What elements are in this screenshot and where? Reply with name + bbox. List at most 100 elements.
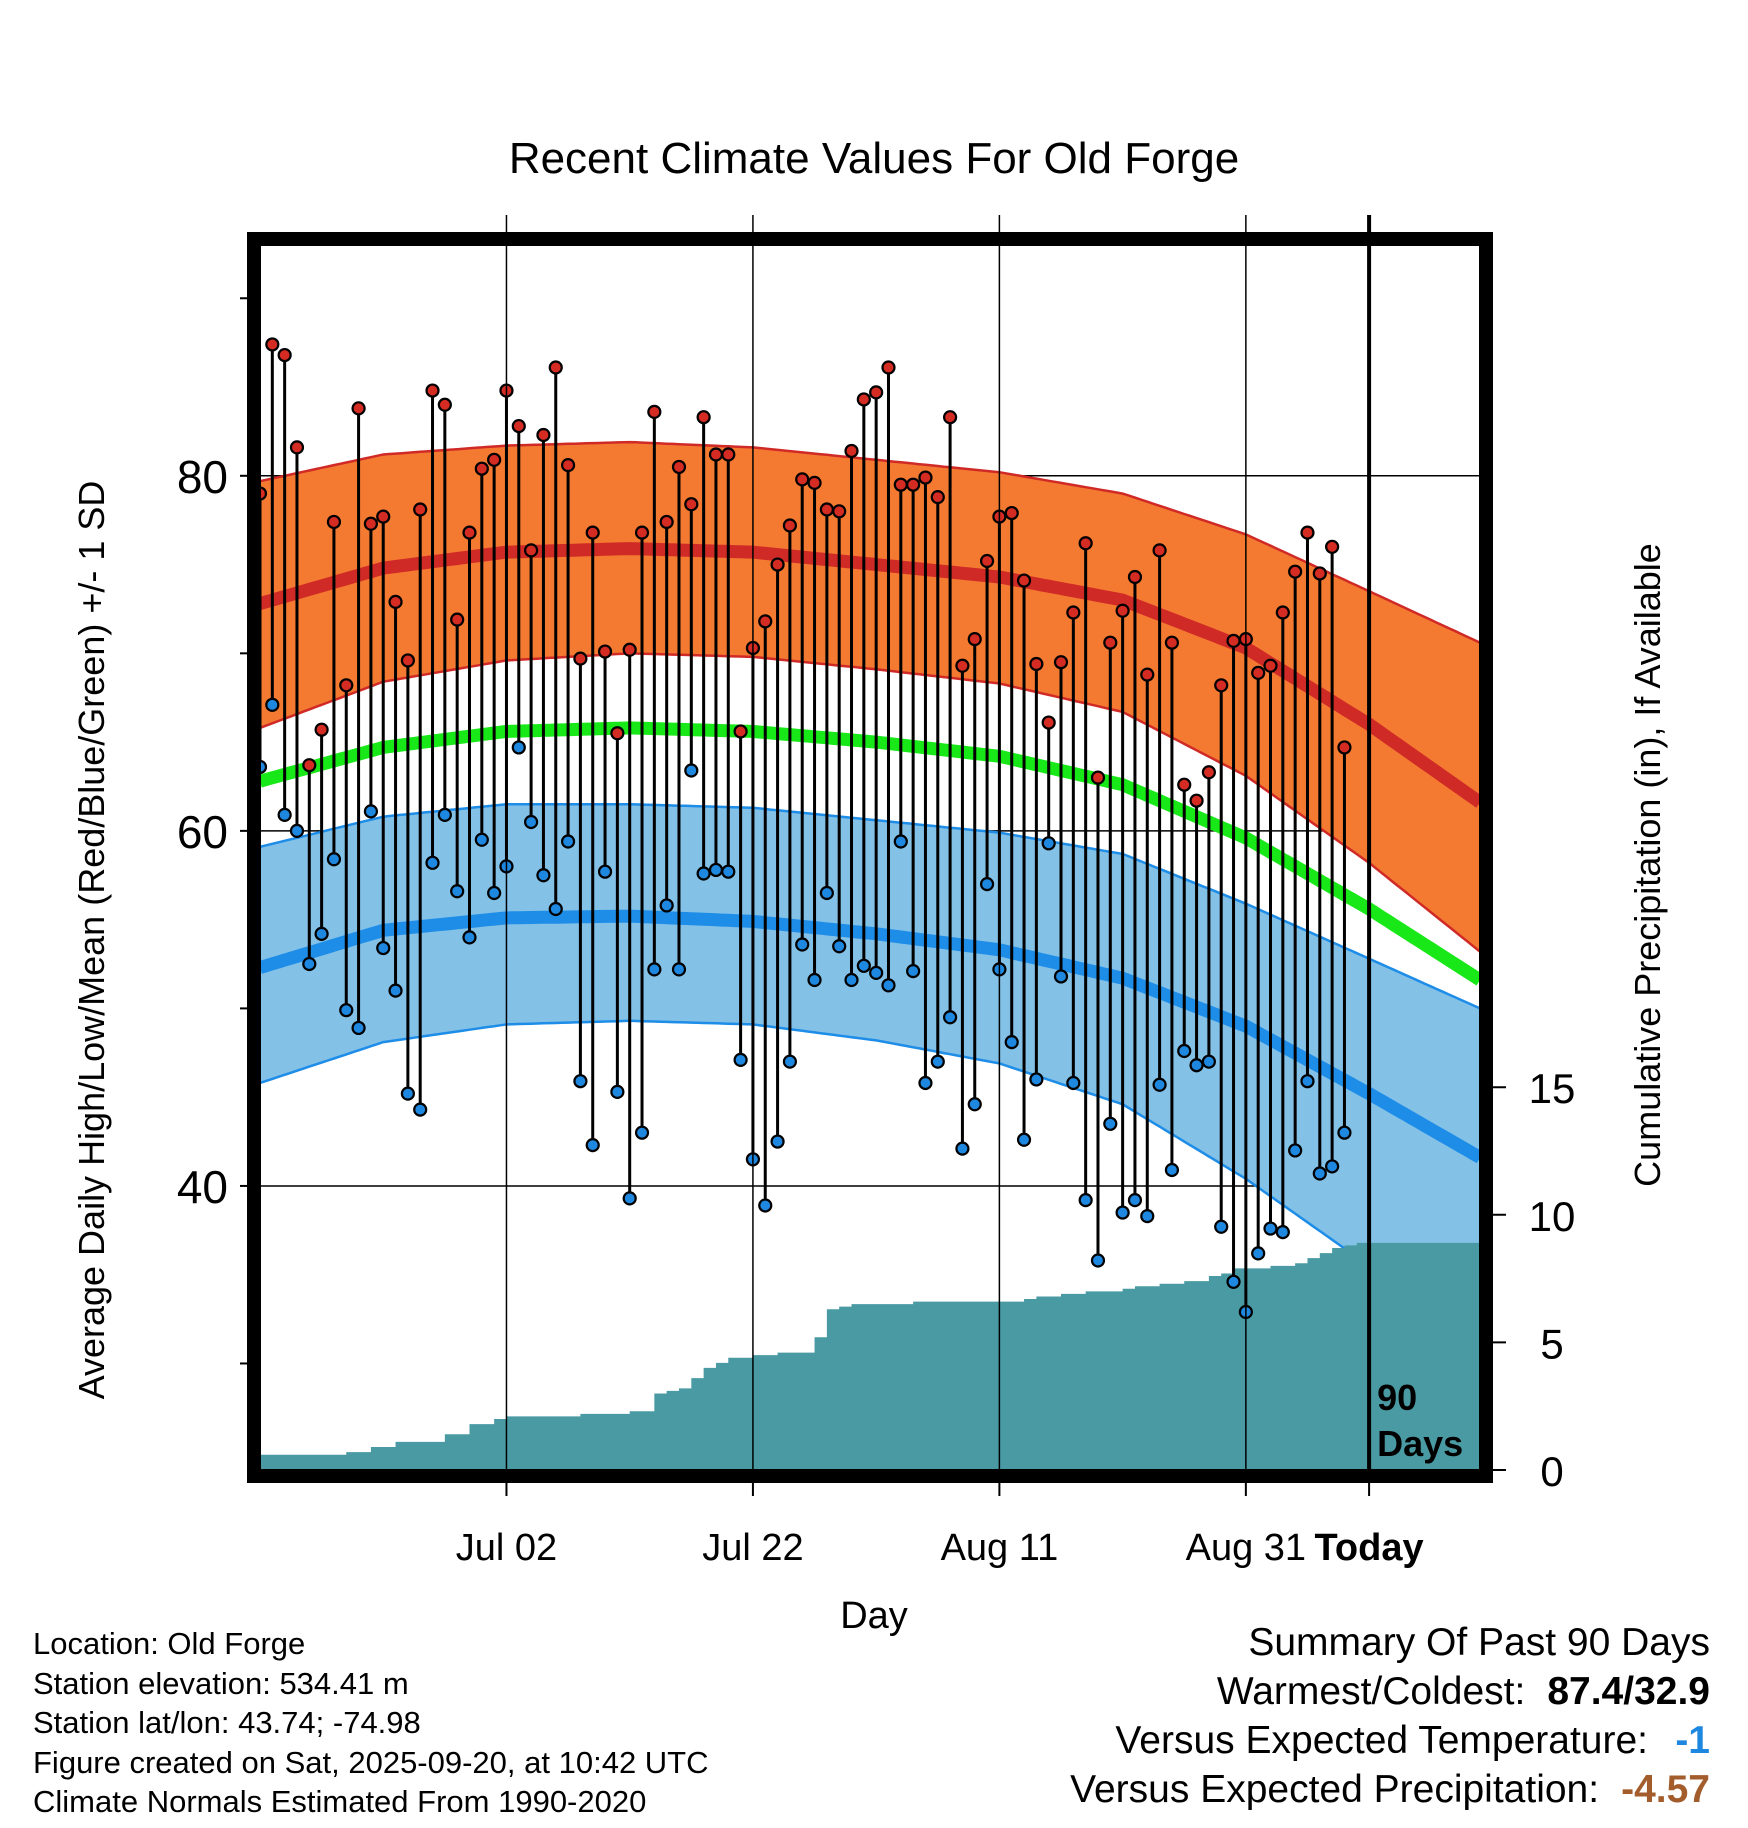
- daily-low-point: [289, 823, 305, 838]
- daily-high-point: [770, 557, 785, 572]
- created-text: Figure created on Sat, 2025-09-20, at 10…: [33, 1744, 709, 1780]
- daily-low-point: [733, 1052, 748, 1067]
- daily-low-point: [1053, 969, 1069, 984]
- daily-high-point: [967, 632, 982, 647]
- daily-high-point: [1251, 665, 1266, 680]
- daily-low-point: [1004, 1035, 1019, 1050]
- daily-high-point: [462, 525, 477, 540]
- daily-high-point: [1016, 573, 1032, 588]
- daily-low-point: [869, 965, 884, 980]
- daily-low-point: [1337, 1125, 1352, 1140]
- daily-high-point: [1041, 715, 1056, 730]
- daily-high-point: [1337, 740, 1352, 755]
- daily-high-point: [1189, 793, 1204, 808]
- daily-low-point: [721, 864, 736, 879]
- temp-label: Versus Expected Temperature:: [1115, 1719, 1648, 1762]
- daily-high-point: [1053, 655, 1069, 670]
- y-axis-label: Average Daily High/Low/Mean (Red/Blue/Gr…: [71, 481, 112, 1400]
- daily-low-point: [1066, 1075, 1081, 1091]
- daily-low-point: [856, 958, 871, 973]
- daily-high-point: [437, 397, 452, 412]
- daily-high-point: [400, 653, 415, 668]
- daily-high-point: [955, 658, 970, 673]
- daily-low-point: [1251, 1246, 1266, 1261]
- daily-low-point: [1300, 1074, 1315, 1089]
- y2-axis-label: Cumulative Precipitation (in), If Availa…: [1627, 543, 1668, 1187]
- warmest-value: 87.4/32.9: [1547, 1670, 1710, 1713]
- daily-high-point: [573, 651, 588, 666]
- daily-high-point: [388, 594, 403, 609]
- daily-high-point: [795, 472, 810, 487]
- daily-low-point: [536, 868, 551, 883]
- daily-high-point: [260, 486, 268, 501]
- precip-area: [260, 1242, 1480, 1470]
- x-tick-label: Aug 11: [941, 1527, 1059, 1569]
- daily-low-point: [955, 1141, 970, 1156]
- daily-high-point: [758, 614, 773, 629]
- daily-low-point: [474, 832, 489, 847]
- plot-content: [260, 337, 1480, 1470]
- daily-high-point: [856, 392, 871, 407]
- daily-high-point: [1078, 536, 1093, 551]
- daily-low-point: [413, 1102, 428, 1117]
- daily-high-point: [782, 518, 797, 533]
- daily-low-point: [277, 807, 292, 822]
- daily-low-point: [1140, 1209, 1155, 1224]
- daily-high-point: [548, 360, 563, 375]
- daily-low-point: [351, 1020, 366, 1036]
- daily-low-point: [832, 939, 847, 954]
- daily-high-point: [1300, 525, 1315, 540]
- daily-high-point: [807, 475, 822, 490]
- daily-high-point: [893, 477, 908, 492]
- today-days-number: 90: [1377, 1377, 1417, 1418]
- daily-high-point: [869, 385, 884, 400]
- daily-low-point: [671, 962, 687, 977]
- daily-high-point: [1288, 564, 1303, 579]
- daily-low-point: [1041, 836, 1056, 851]
- daily-high-point: [918, 470, 933, 485]
- daily-low-point: [1201, 1054, 1216, 1069]
- daily-low-point: [376, 940, 391, 956]
- daily-low-point: [659, 898, 674, 913]
- daily-high-point: [474, 461, 489, 476]
- precip-label: Versus Expected Precipitation:: [1070, 1768, 1600, 1811]
- daily-low-point: [400, 1086, 415, 1101]
- daily-high-point: [943, 410, 958, 425]
- daily-high-point: [881, 360, 896, 375]
- daily-high-point: [314, 722, 329, 737]
- daily-high-point: [1177, 777, 1192, 792]
- daily-high-point: [1103, 635, 1118, 650]
- daily-low-point: [388, 983, 403, 998]
- daily-low-point: [450, 884, 465, 899]
- daily-low-point: [844, 972, 859, 988]
- daily-low-point: [881, 978, 896, 993]
- daily-high-point: [425, 383, 440, 398]
- daily-high-point: [832, 504, 847, 519]
- daily-high-point: [733, 724, 748, 739]
- x-tick-label: Jul 02: [456, 1527, 557, 1569]
- daily-low-point: [622, 1191, 637, 1206]
- plot-frame: [247, 232, 1493, 1483]
- daily-low-point: [524, 814, 539, 830]
- daily-high-point: [289, 440, 305, 455]
- daily-high-point: [721, 447, 736, 462]
- daily-low-point: [610, 1084, 625, 1099]
- daily-high-point: [1201, 765, 1216, 780]
- daily-high-point: [1164, 635, 1180, 650]
- daily-high-point: [1226, 633, 1241, 649]
- location-text: Location: Old Forge: [33, 1626, 306, 1661]
- elevation-text: Station elevation: 534.41 m: [33, 1665, 409, 1701]
- daily-low-point: [647, 962, 662, 977]
- daily-high-point: [1004, 505, 1019, 521]
- daily-low-point: [979, 877, 995, 892]
- daily-low-point: [260, 759, 268, 775]
- daily-high-point: [1214, 678, 1229, 693]
- daily-low-point: [363, 804, 379, 819]
- daily-low-point: [585, 1138, 600, 1153]
- daily-low-point: [339, 1003, 354, 1018]
- low-sd-band: [260, 804, 1480, 1341]
- high-lower-line: [260, 652, 1480, 953]
- daily-high-point: [1029, 656, 1044, 672]
- daily-low-point: [425, 855, 440, 870]
- daily-high-point: [684, 497, 699, 512]
